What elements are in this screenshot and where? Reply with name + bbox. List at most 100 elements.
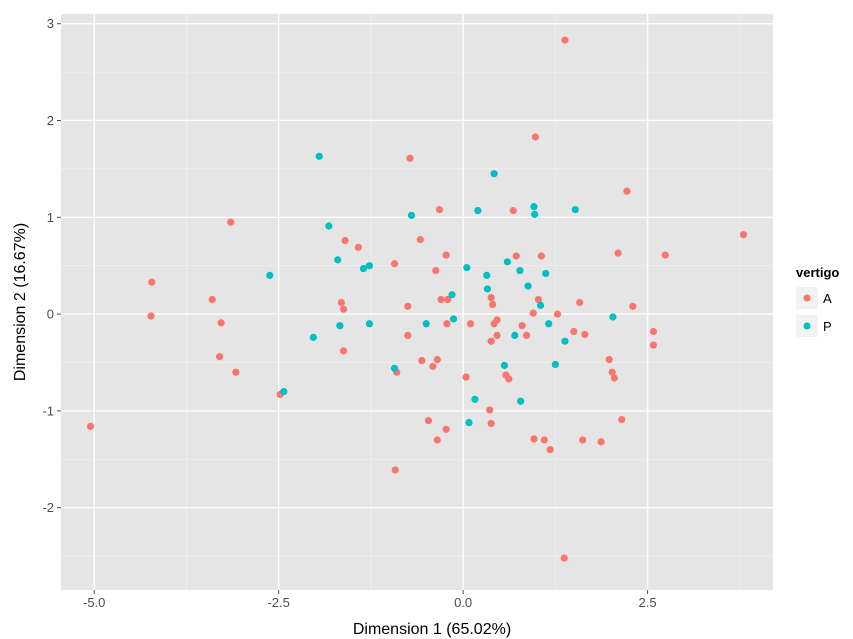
point-a bbox=[546, 446, 554, 454]
point-a bbox=[614, 249, 622, 257]
point-a bbox=[424, 416, 433, 425]
point-p bbox=[561, 337, 569, 345]
point-p bbox=[449, 315, 458, 323]
point-a bbox=[217, 319, 225, 327]
point-a bbox=[540, 436, 548, 444]
point-a bbox=[418, 356, 426, 365]
point-p bbox=[483, 271, 491, 279]
point-a bbox=[493, 316, 501, 324]
point-a bbox=[529, 309, 537, 317]
point-a bbox=[444, 295, 452, 304]
point-a bbox=[618, 416, 626, 424]
point-p bbox=[334, 256, 342, 264]
y-tick-label: 1 bbox=[47, 210, 54, 225]
x-tick-label: 0.0 bbox=[454, 595, 472, 610]
point-p bbox=[365, 320, 374, 328]
point-a bbox=[623, 187, 631, 195]
point-a bbox=[629, 302, 637, 310]
point-a bbox=[739, 231, 748, 239]
point-p bbox=[465, 418, 473, 427]
point-a bbox=[435, 205, 444, 214]
legend-label-p: P bbox=[823, 319, 832, 334]
point-p bbox=[500, 361, 509, 370]
point-a bbox=[416, 235, 424, 244]
point-p bbox=[490, 170, 498, 178]
point-a bbox=[432, 266, 440, 275]
point-a bbox=[649, 341, 658, 349]
point-p bbox=[531, 210, 539, 218]
point-a bbox=[227, 218, 235, 226]
point-p bbox=[511, 331, 519, 339]
point-a bbox=[341, 236, 349, 245]
point-a bbox=[489, 300, 497, 309]
point-a bbox=[661, 251, 669, 259]
point-p bbox=[266, 271, 274, 279]
point-a bbox=[339, 305, 348, 313]
point-a bbox=[561, 36, 569, 44]
point-a bbox=[518, 322, 526, 330]
point-a bbox=[512, 252, 520, 260]
point-p bbox=[551, 360, 559, 369]
point-a bbox=[537, 252, 545, 260]
point-a bbox=[404, 302, 412, 310]
point-a bbox=[437, 295, 445, 304]
series-a-points bbox=[86, 36, 748, 562]
y-tick-label: -1 bbox=[42, 403, 54, 418]
legend-key-p bbox=[803, 322, 811, 330]
x-tick-label: -2.5 bbox=[267, 595, 289, 610]
x-axis-title: Dimension 1 (65.02%) bbox=[353, 621, 511, 638]
grid-minor-lines bbox=[61, 14, 773, 590]
point-a bbox=[391, 466, 399, 474]
point-p bbox=[483, 285, 492, 293]
point-a bbox=[530, 435, 538, 443]
point-p bbox=[280, 387, 288, 396]
y-axis-ticks: -2 -1 0 1 2 3 bbox=[42, 16, 61, 515]
series-p-points bbox=[266, 152, 617, 427]
point-p bbox=[517, 397, 525, 405]
x-tick-label: -5.0 bbox=[83, 595, 105, 610]
point-p bbox=[545, 320, 553, 328]
plot-panel bbox=[61, 14, 773, 590]
point-a bbox=[597, 438, 605, 446]
point-a bbox=[208, 295, 216, 304]
legend-title: vertigo bbox=[796, 265, 839, 280]
point-p bbox=[325, 222, 333, 230]
point-a bbox=[608, 368, 616, 376]
point-p bbox=[536, 301, 545, 309]
point-p bbox=[448, 291, 456, 299]
y-axis-title: Dimension 2 (16.67%) bbox=[12, 223, 29, 381]
point-p bbox=[422, 320, 430, 328]
point-a bbox=[553, 310, 562, 318]
point-a bbox=[148, 278, 156, 286]
point-a bbox=[581, 330, 589, 339]
point-a bbox=[232, 368, 240, 376]
point-p bbox=[365, 262, 374, 270]
y-tick-label: -2 bbox=[42, 500, 54, 515]
point-p bbox=[463, 264, 471, 272]
point-a bbox=[406, 154, 414, 162]
point-a bbox=[522, 331, 531, 339]
point-p bbox=[315, 152, 323, 160]
legend-label-a: A bbox=[823, 291, 832, 306]
point-a bbox=[354, 243, 362, 251]
point-a bbox=[462, 373, 470, 381]
point-p bbox=[471, 395, 479, 403]
legend-key-a bbox=[803, 294, 811, 302]
y-tick-label: 0 bbox=[47, 307, 54, 322]
point-p bbox=[530, 203, 538, 211]
grid-major-lines bbox=[61, 14, 773, 590]
point-a bbox=[509, 206, 517, 215]
point-p bbox=[359, 265, 368, 273]
point-a bbox=[442, 251, 450, 259]
point-a bbox=[443, 320, 451, 328]
point-a bbox=[570, 327, 578, 336]
point-p bbox=[336, 322, 344, 330]
point-a bbox=[531, 133, 540, 141]
point-p bbox=[524, 282, 532, 290]
point-a bbox=[610, 374, 618, 382]
point-a bbox=[487, 419, 495, 428]
point-p bbox=[474, 206, 482, 215]
point-p bbox=[503, 258, 511, 266]
point-a bbox=[216, 353, 224, 361]
